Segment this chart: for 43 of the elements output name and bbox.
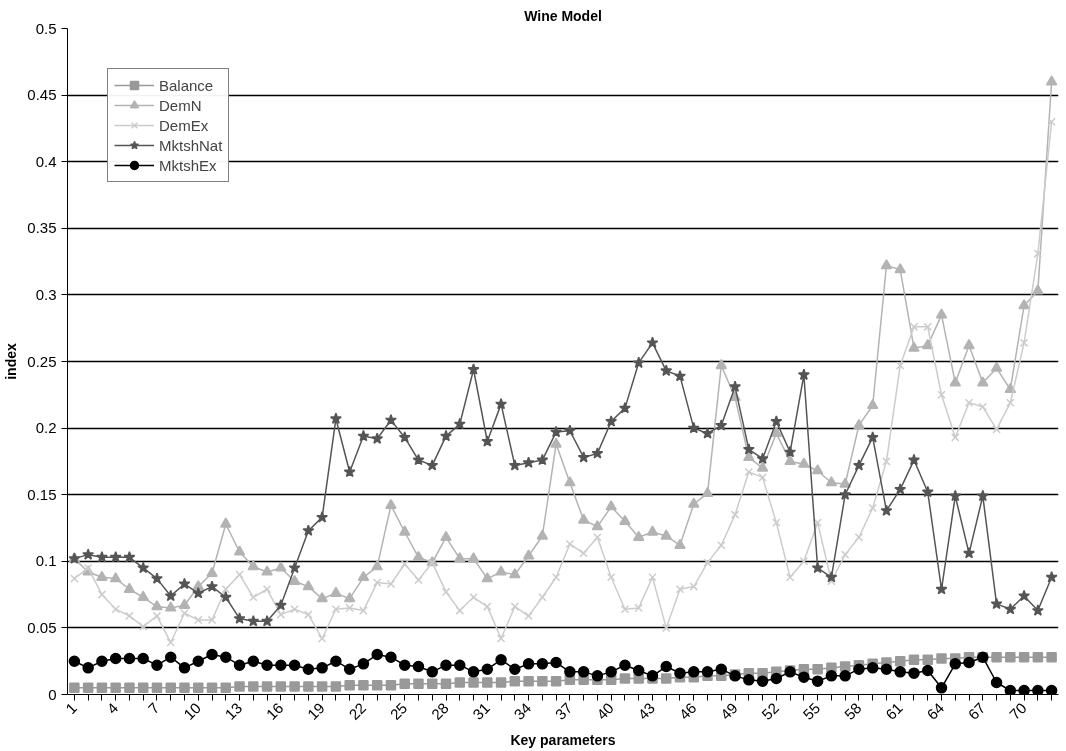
x-tick-label: 22 <box>345 699 370 723</box>
x-tick-label: 40 <box>593 699 617 723</box>
x-tick-label: 46 <box>675 699 700 723</box>
x-tick-label: 67 <box>964 699 989 723</box>
y-tick-label: 0.4 <box>35 152 57 170</box>
x-tick-label: 49 <box>716 699 741 723</box>
x-axis-title: Key parameters <box>510 732 616 749</box>
x-tick-label: 10 <box>180 699 204 723</box>
legend-label: MktshNat <box>159 136 223 154</box>
x-tick-label: 19 <box>303 699 328 723</box>
legend-label: DemN <box>159 96 202 114</box>
x-tick-label: 58 <box>840 699 865 723</box>
legend-label: MktshEx <box>159 156 217 174</box>
y-tick-label: 0 <box>48 685 57 703</box>
x-tick-label: 7 <box>144 699 163 718</box>
x-tick-label: 13 <box>221 699 246 723</box>
y-tick-label: 0.45 <box>27 86 57 104</box>
x-tick-label: 16 <box>262 699 287 723</box>
x-tick-label: 43 <box>634 699 659 723</box>
x-tick-label: 61 <box>882 699 906 723</box>
x-tick-label: 37 <box>551 699 576 723</box>
y-tick-label: 0.05 <box>27 618 57 636</box>
y-tick-label: 0.15 <box>27 485 57 503</box>
legend-label: DemEx <box>159 116 209 134</box>
y-tick-label: 0.3 <box>35 285 57 303</box>
y-tick-label: 0.5 <box>35 19 57 37</box>
y-tick-label: 0.35 <box>27 219 57 237</box>
x-tick-label: 64 <box>923 699 948 723</box>
y-tick-label: 0.2 <box>35 419 57 437</box>
x-tick-label: 34 <box>510 699 535 723</box>
x-tick-label: 25 <box>386 699 411 723</box>
y-tick-label: 0.1 <box>35 552 57 570</box>
x-tick-label: 28 <box>427 699 452 723</box>
x-tick-label: 55 <box>799 699 824 723</box>
x-tick-label: 70 <box>1005 699 1030 723</box>
y-axis-title: index <box>3 343 20 380</box>
chart-title: Wine Model <box>524 7 602 24</box>
y-tick-label: 0.25 <box>27 352 57 370</box>
x-tick-label: 1 <box>62 699 81 718</box>
x-tick-label: 4 <box>103 699 122 718</box>
x-tick-label: 52 <box>758 699 782 723</box>
x-tick-label: 31 <box>469 699 493 723</box>
legend-label: Balance <box>159 76 214 94</box>
